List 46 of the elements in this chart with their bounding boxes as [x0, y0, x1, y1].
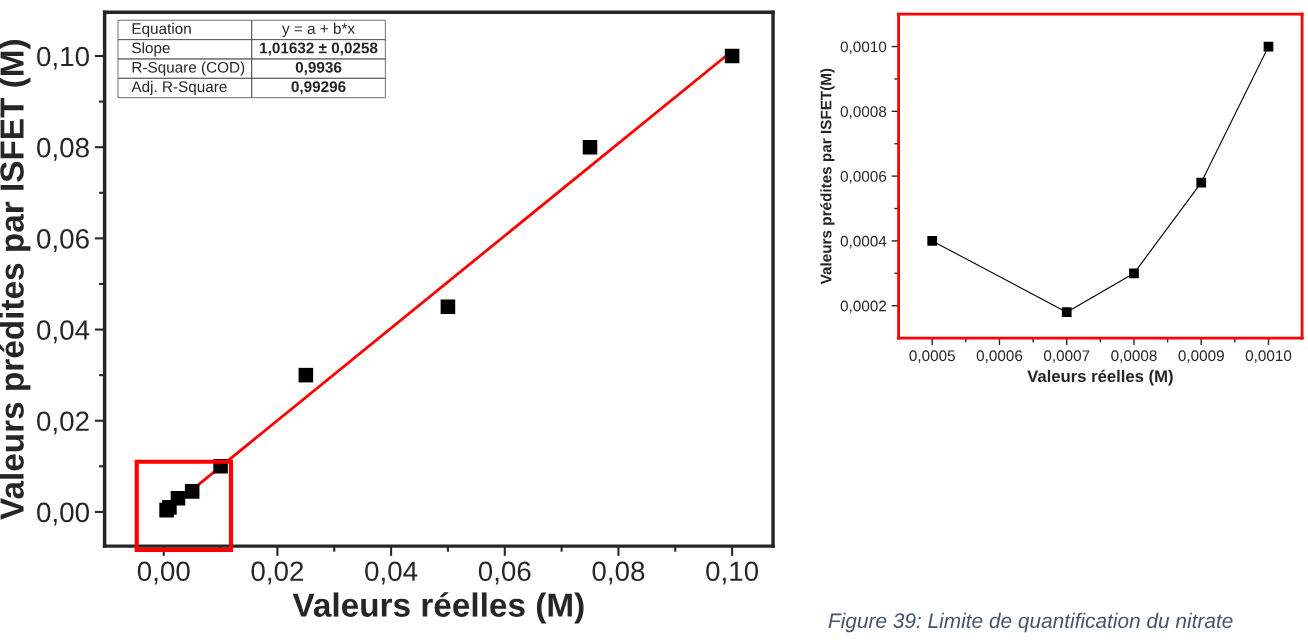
caption: Figure 39: Limite de quantification du nitrate — [828, 612, 1233, 633]
x-tick-label: 0,0008 — [1111, 350, 1157, 363]
annotation: 0,99296 — [291, 81, 346, 95]
x-tick-label: 0,02 — [251, 561, 304, 585]
x-tick-label: 0,10 — [706, 561, 759, 585]
point — [1129, 268, 1139, 279]
point — [298, 367, 314, 383]
y-tick-label: 0,08 — [37, 137, 89, 161]
point — [927, 236, 938, 246]
point — [184, 484, 200, 499]
x-tick-label: 0,0009 — [1178, 350, 1224, 363]
point — [1061, 307, 1072, 318]
x-tick-label: 0,06 — [478, 561, 531, 585]
y-tick-label: 0,02 — [37, 411, 89, 435]
x-axis-title: Valeurs réelles (M) — [1027, 369, 1173, 386]
point — [724, 48, 740, 64]
y-tick-label: 0,06 — [37, 229, 89, 252]
y-tick-label: 0,04 — [37, 320, 90, 344]
x-tick-label: 0,0007 — [1043, 350, 1090, 363]
y-axis-title: Valeurs prédites par ISFET(M) — [820, 68, 835, 285]
annotation: y = a + b*x — [282, 22, 355, 38]
y-tick-label: 0,0008 — [840, 106, 887, 119]
x-tick-label: 0,0005 — [909, 350, 955, 363]
point — [582, 139, 598, 155]
annotation: R-Square (COD) — [132, 61, 245, 76]
annotation: Adj. R-Square — [131, 80, 227, 96]
annotation: 1,01632 ± 0,0258 — [260, 42, 378, 56]
y-tick-label: 0,0010 — [840, 41, 887, 55]
point — [440, 299, 456, 315]
y-axis-title: Valeurs prédites par ISFET (M) — [0, 40, 31, 520]
x-tick-label: 0,00 — [137, 561, 190, 585]
point — [170, 490, 186, 506]
x-axis-title: Valeurs réelles (M) — [292, 592, 584, 624]
y-tick-label: 0,0002 — [840, 300, 887, 314]
point — [1196, 177, 1207, 188]
annotation: Equation — [132, 22, 191, 38]
x-tick-label: 0,0006 — [976, 350, 1023, 363]
y-tick-label: 0,10 — [37, 46, 89, 70]
annotation: Slope — [132, 42, 170, 57]
x-tick-label: 0,0010 — [1245, 350, 1292, 363]
y-tick-label: 0,0006 — [840, 171, 887, 184]
y-tick-label: 0,0004 — [840, 235, 887, 249]
x-tick-label: 0,04 — [365, 561, 418, 585]
x-tick-label: 0,08 — [592, 561, 645, 585]
y-tick-label: 0,00 — [37, 502, 89, 526]
annotation: 0,9936 — [295, 61, 342, 75]
